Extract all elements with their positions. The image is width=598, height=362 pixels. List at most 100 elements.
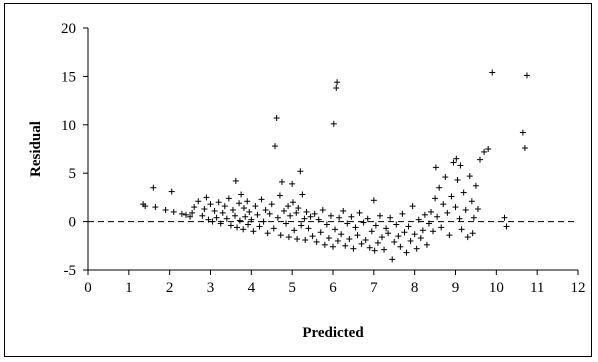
data-point	[303, 208, 310, 215]
data-point	[170, 208, 177, 215]
data-point	[403, 249, 410, 256]
data-point	[452, 204, 459, 211]
data-point	[413, 245, 420, 252]
data-point	[470, 214, 477, 221]
data-point	[207, 201, 214, 208]
data-point	[481, 148, 488, 155]
data-point	[191, 204, 198, 211]
data-point	[379, 234, 385, 241]
data-point	[405, 223, 412, 230]
data-point	[298, 222, 305, 229]
y-tick-label: 5	[69, 166, 77, 182]
data-point	[225, 195, 232, 202]
data-point	[317, 229, 324, 236]
data-point	[289, 180, 296, 187]
y-axis-title: Residual	[28, 121, 44, 177]
data-point	[371, 247, 378, 254]
data-point	[523, 72, 530, 79]
data-point	[376, 212, 383, 219]
data-point	[272, 143, 279, 150]
data-point	[436, 184, 443, 191]
data-point	[234, 224, 241, 231]
chart-frame	[4, 3, 592, 357]
data-point	[256, 223, 263, 230]
x-tick-label: 2	[166, 280, 174, 296]
data-point	[299, 191, 306, 198]
data-point	[321, 241, 328, 248]
data-point	[311, 210, 318, 217]
data-point	[162, 206, 169, 213]
data-point	[391, 238, 398, 245]
data-point	[250, 228, 257, 235]
data-point	[334, 79, 341, 86]
data-point	[370, 197, 377, 204]
data-point	[201, 206, 208, 213]
data-point	[393, 221, 400, 228]
data-point	[325, 235, 332, 242]
data-point	[294, 236, 301, 243]
data-point	[415, 216, 422, 223]
data-point	[319, 206, 326, 213]
y-tick-label: 20	[61, 21, 76, 37]
data-point	[397, 243, 404, 250]
data-point	[150, 184, 157, 191]
data-point	[199, 212, 206, 219]
data-point	[356, 209, 363, 216]
data-point	[395, 233, 402, 240]
data-point	[240, 226, 247, 233]
data-point	[219, 209, 226, 216]
data-point	[307, 213, 314, 220]
data-point	[246, 208, 253, 215]
data-point	[168, 188, 175, 195]
data-point	[281, 207, 287, 214]
data-point	[315, 216, 322, 223]
data-point	[293, 209, 300, 216]
data-point	[223, 215, 230, 222]
data-point	[285, 203, 292, 210]
data-marks	[140, 69, 530, 263]
data-point	[260, 218, 267, 225]
x-tick-label: 7	[370, 280, 378, 296]
data-point	[189, 209, 196, 216]
data-point	[302, 236, 309, 243]
x-tick-label: 3	[207, 280, 215, 296]
data-point	[464, 234, 471, 241]
data-point	[372, 222, 379, 229]
data-point	[453, 155, 460, 162]
data-point	[229, 206, 236, 213]
data-point	[248, 216, 255, 223]
data-point	[411, 231, 418, 238]
data-point	[354, 232, 361, 239]
data-point	[301, 215, 308, 222]
data-point	[450, 159, 457, 166]
data-point	[330, 120, 337, 127]
data-point	[245, 221, 252, 228]
data-point	[362, 236, 369, 243]
y-tick-label: -5	[64, 263, 77, 279]
data-point	[232, 212, 238, 219]
data-point	[428, 208, 434, 215]
data-point	[215, 199, 222, 206]
data-point	[178, 210, 185, 217]
x-tick-label: 6	[329, 280, 337, 296]
data-point	[457, 162, 464, 169]
data-point	[501, 214, 508, 221]
data-point	[383, 225, 390, 232]
data-point	[421, 211, 428, 218]
data-point	[432, 164, 439, 171]
data-point	[264, 230, 271, 237]
y-tick-label: 10	[61, 118, 76, 134]
data-point	[521, 145, 528, 152]
x-tick-label: 5	[288, 280, 296, 296]
data-point	[187, 213, 194, 220]
data-point	[446, 232, 453, 239]
data-point	[466, 173, 473, 180]
data-point	[152, 204, 159, 211]
data-point	[374, 239, 381, 246]
data-point	[358, 240, 365, 247]
data-point	[444, 209, 451, 216]
y-tick-label: 0	[69, 215, 77, 231]
data-point	[425, 220, 432, 227]
data-point	[352, 224, 359, 231]
data-point	[472, 182, 479, 189]
